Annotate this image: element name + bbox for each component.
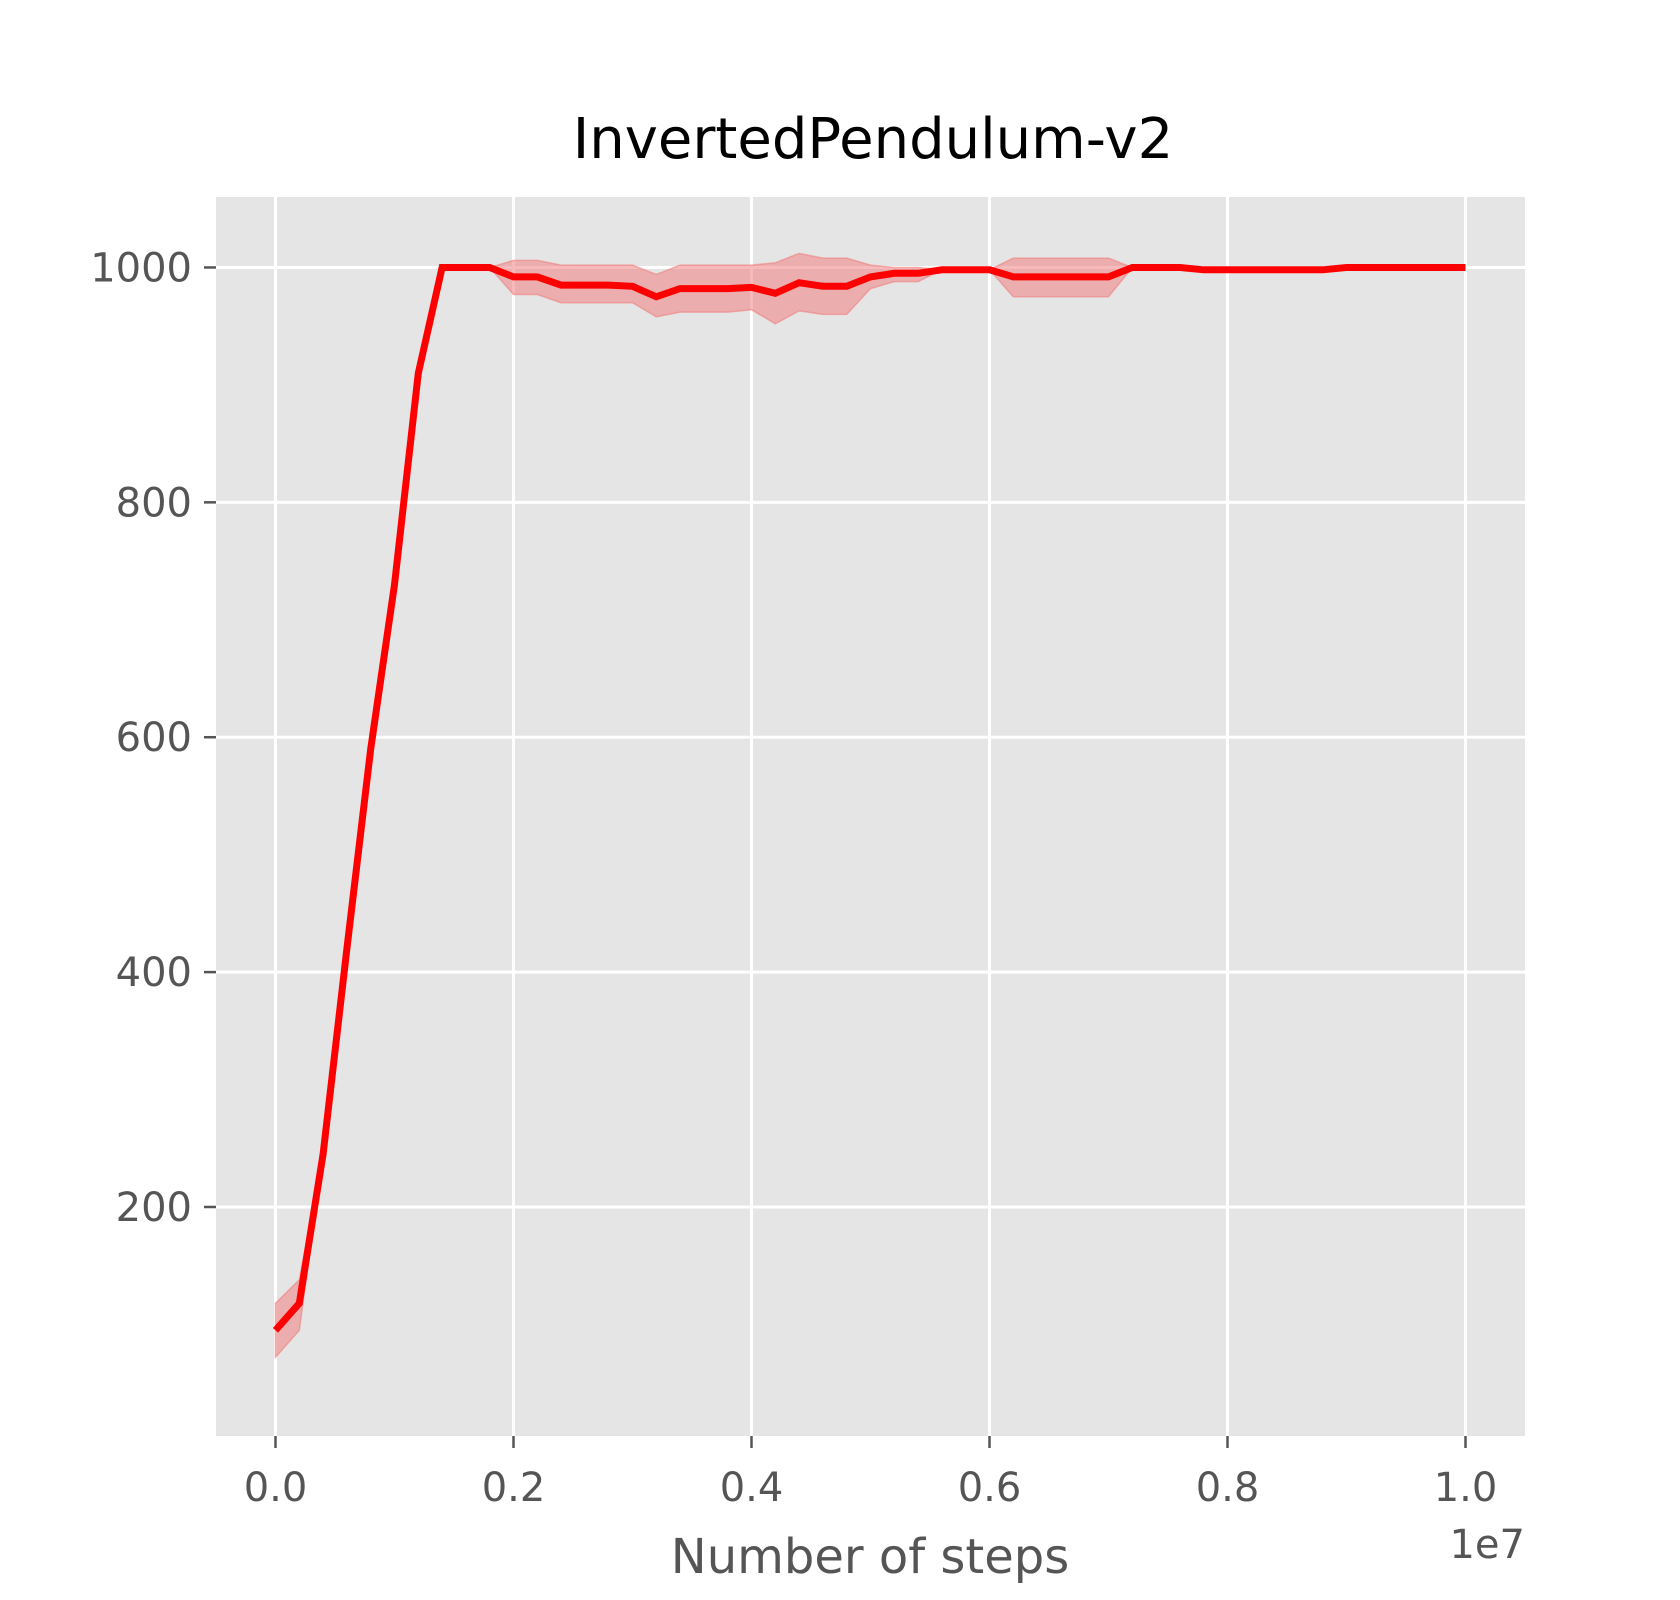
plot-area — [216, 197, 1525, 1436]
y-tick-label: 600 — [116, 715, 192, 761]
x-axis-offset-label: 1e7 — [1449, 1522, 1525, 1568]
x-tick-label: 0.2 — [482, 1465, 546, 1511]
x-tick-label: 1.0 — [1434, 1465, 1498, 1511]
y-tick-label: 800 — [116, 480, 192, 526]
chart-title: InvertedPendulum-v2 — [573, 107, 1173, 172]
y-tick-label: 1000 — [90, 245, 192, 291]
x-tick-label: 0.8 — [1196, 1465, 1260, 1511]
x-tick-label: 0.6 — [958, 1465, 1022, 1511]
grid-lines — [216, 197, 1525, 1436]
axis-ticks: 0.0 0.2 0.4 0.6 0.8 1.0 200 400 600 800 1000 — [90, 245, 1497, 1511]
y-tick-label: 200 — [116, 1185, 192, 1231]
x-tick-label: 0.4 — [720, 1465, 784, 1511]
x-axis-label: Number of steps — [671, 1529, 1069, 1585]
x-tick-label: 0.0 — [244, 1465, 308, 1511]
series-line — [272, 264, 1466, 1333]
y-tick-label: 400 — [116, 950, 192, 996]
